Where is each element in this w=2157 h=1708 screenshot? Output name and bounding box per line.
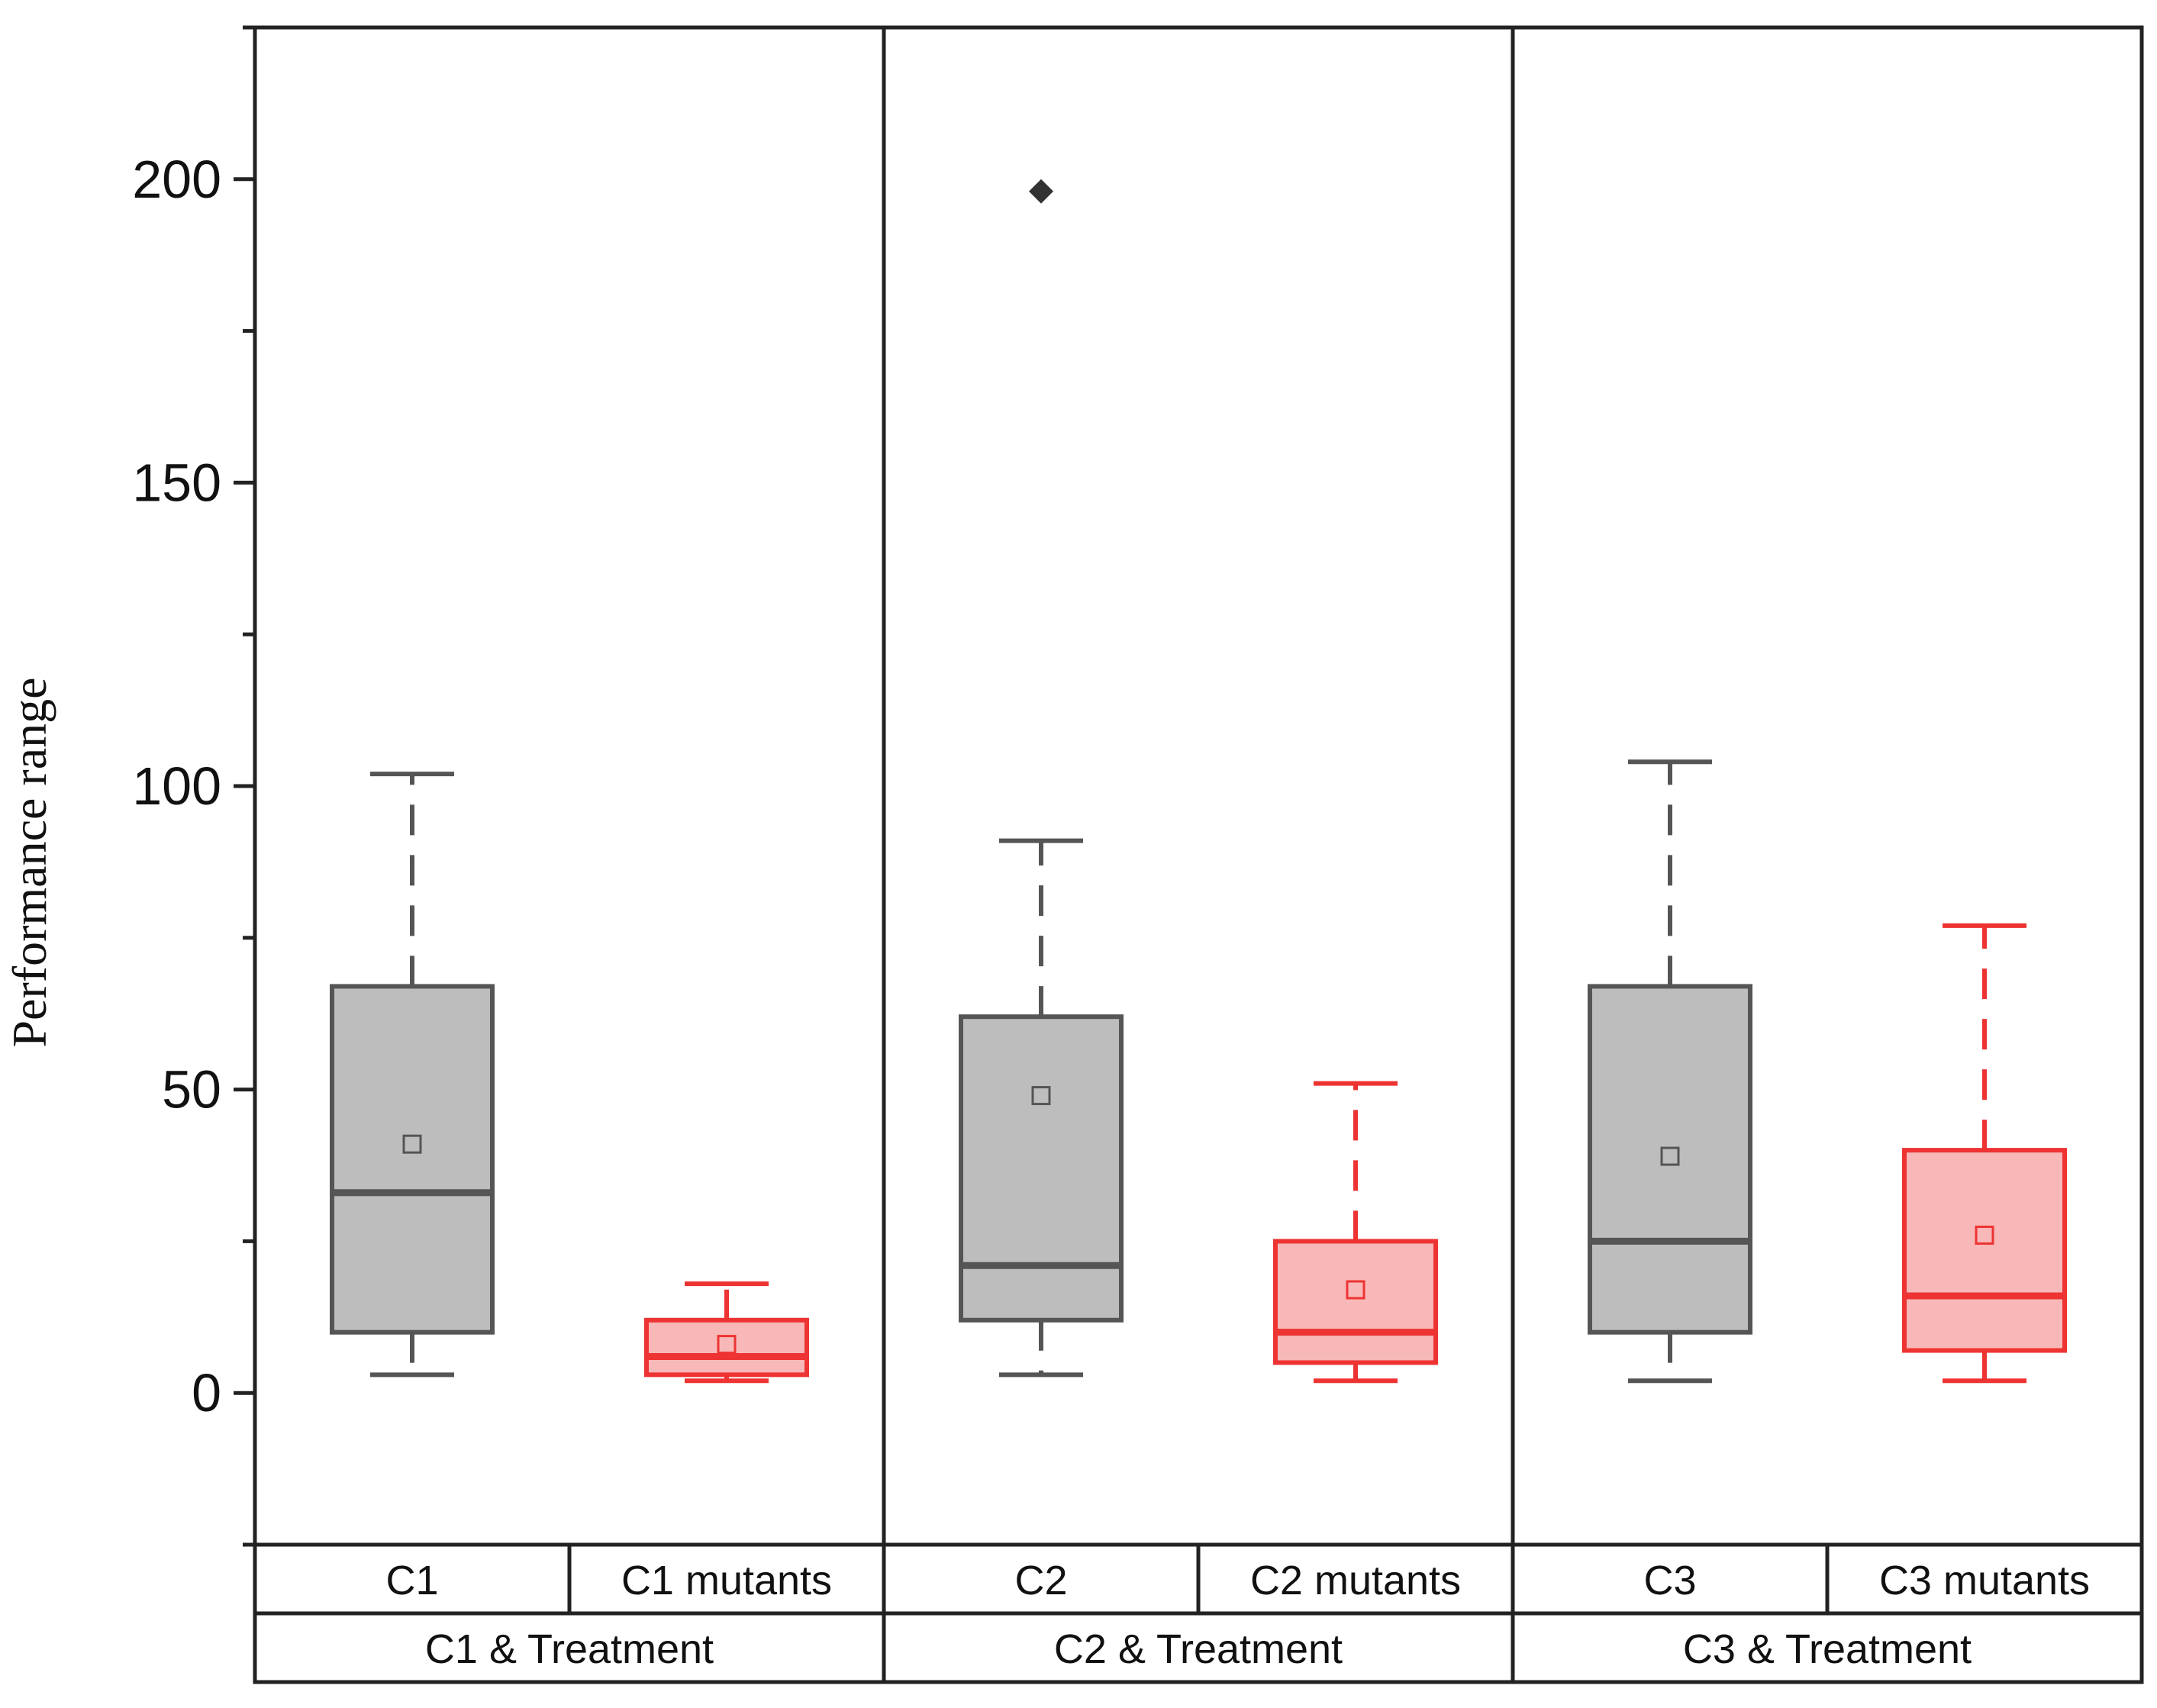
mean-marker [402, 1134, 422, 1154]
y-tick-label: 50 [162, 1060, 221, 1120]
category-label: C1 [385, 1558, 438, 1603]
group-label: C1 & Treatment [425, 1626, 714, 1672]
plot-frame [253, 25, 2144, 1547]
iqr-box [330, 984, 495, 1335]
mean-marker [1660, 1146, 1680, 1166]
category-label: C3 mutants [1879, 1558, 2090, 1603]
category-label: C1 mutants [621, 1558, 832, 1603]
iqr-box [644, 1317, 809, 1378]
y-tick-label: 200 [132, 150, 221, 209]
category-label: C2 [1014, 1558, 1067, 1603]
category-table: C1 & Treatment C1 C1 mutants C2 & Treatment… [253, 1542, 2144, 1684]
y-tick-label: 100 [132, 756, 221, 816]
iqr-box [1273, 1239, 1438, 1365]
y-tick-label: 0 [192, 1363, 221, 1423]
mean-marker [1346, 1280, 1365, 1300]
category-label: C2 mutants [1250, 1558, 1461, 1603]
y-tick-label: 150 [132, 453, 221, 512]
category-label: C3 [1643, 1558, 1696, 1603]
y-axis: 0 50 100 150 200 [132, 25, 255, 1547]
iqr-box [959, 1014, 1124, 1323]
outlier-point [1029, 179, 1053, 204]
box-layer [330, 179, 2067, 1384]
iqr-box [1588, 984, 1752, 1335]
mean-marker [1031, 1086, 1051, 1106]
group-label: C2 & Treatment [1054, 1626, 1343, 1672]
iqr-box [1902, 1148, 2067, 1353]
y-axis-label: Performance range [2, 677, 56, 1047]
mean-marker [717, 1335, 737, 1355]
group-label: C3 & Treatment [1683, 1626, 1972, 1672]
panel-layer [253, 25, 2144, 1682]
mean-marker [1975, 1225, 1994, 1245]
